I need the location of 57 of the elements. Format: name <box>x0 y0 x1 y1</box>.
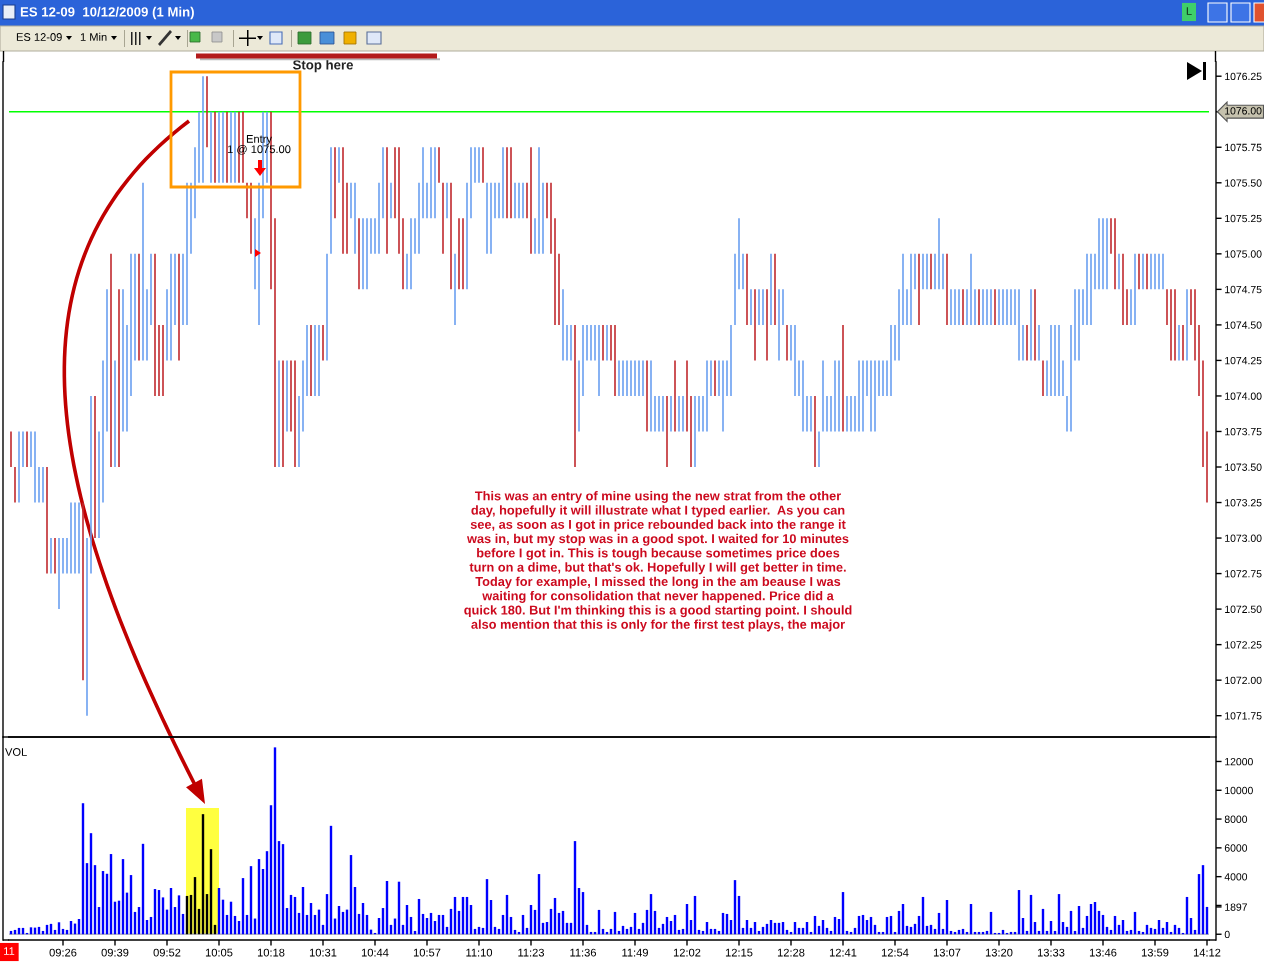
y-tick-label: 1075.25 <box>1225 214 1262 223</box>
y-tick-label: 1076.25 <box>1225 72 1262 81</box>
x-tick-label: 11:10 <box>466 948 493 957</box>
x-tick-label: 12:28 <box>777 948 805 957</box>
x-tick-label: 11:23 <box>518 948 545 957</box>
text: L <box>1186 7 1192 15</box>
y-tick-label: 1075.50 <box>1225 179 1262 187</box>
x-tick-label: 13:59 <box>1141 948 1169 957</box>
y-tick-label: 1072.75 <box>1225 570 1262 578</box>
x-tick-label: 14:12 <box>1193 948 1221 957</box>
x-tick-label: 13:07 <box>933 948 961 957</box>
x-tick-label: 10:05 <box>205 948 233 957</box>
x-tick-label: 13:33 <box>1037 948 1065 957</box>
y-tick-label: 1073.75 <box>1225 427 1262 436</box>
y-tick-label: 1075.75 <box>1225 143 1262 152</box>
y-tick-label: 0 <box>1224 930 1230 939</box>
chart-title: ES 12-09 10/12/2009 (1 Min) <box>20 6 194 20</box>
x-tick-label: 12:15 <box>725 948 753 957</box>
y-tick-label: 1074.50 <box>1225 321 1262 329</box>
y-tick-label: 10000 <box>1225 786 1253 795</box>
text: This was an entry of mine using the new strat from the other day, hopefully it will illustrate what I typed earlier. As you can see, as soon as I got in price rebounded back into the range it was in, but my stop was in a good spot. I waited for 10 minutes before I got in. This is tough because sometimes price does turn on a dime, but that's ok. Hopefully I will get better in time. Today for example, I missed the long in the am beause I was waiting for consolidation that never happened. Price did a quick 180. But I'm thinking this is a good starting point. I should also mention that this is only for the first test plays, the major <box>464 491 852 632</box>
x-tick-label: 13:46 <box>1089 948 1117 957</box>
y-tick-label: 6000 <box>1224 844 1248 852</box>
x-tick-label: 09:52 <box>153 948 181 957</box>
y-tick-label: 1075.00 <box>1225 250 1262 258</box>
y-tick-label: 1074.75 <box>1225 285 1262 294</box>
x-tick-label: 10:18 <box>257 948 285 957</box>
x-tick-label: 09:26 <box>49 948 77 957</box>
x-tick-label: 11:36 <box>570 948 597 957</box>
y-tick-label: 1072.00 <box>1225 676 1262 685</box>
x-tick-label: 10:31 <box>309 948 337 957</box>
x-tick-label: 10:44 <box>361 948 389 957</box>
y-tick-label: 1074.25 <box>1225 356 1262 365</box>
y-tick-label: 1897 <box>1225 903 1247 911</box>
y-tick-label: 1073.50 <box>1225 463 1262 471</box>
x-tick-label: 10:57 <box>413 948 441 957</box>
x-tick-label: 12:41 <box>829 948 857 957</box>
x-tick-label: 12:54 <box>881 948 909 957</box>
y-tick-label: 8000 <box>1224 815 1248 823</box>
y-tick-label: 4000 <box>1224 873 1248 881</box>
y-tick-label: 1072.50 <box>1225 605 1262 613</box>
x-tick-label: 11:49 <box>622 948 648 957</box>
x-tick-label: 09:39 <box>101 948 129 957</box>
y-tick-label: 1072.25 <box>1225 641 1262 649</box>
text: 1 Min <box>80 32 107 41</box>
text: 11 <box>4 947 15 955</box>
ref-line-label: 1076.00 <box>1225 107 1262 115</box>
y-tick-label: 1074.00 <box>1225 392 1262 400</box>
y-tick-label: 1073.00 <box>1225 534 1262 542</box>
annotation: Stop here <box>292 59 353 73</box>
x-tick-label: 13:20 <box>985 948 1013 957</box>
x-tick-label: 12:02 <box>673 948 701 957</box>
y-tick-label: 12000 <box>1225 757 1253 766</box>
text: VOL <box>5 748 27 756</box>
y-tick-label: 1071.75 <box>1225 712 1262 720</box>
text: ES 12-09 <box>16 33 62 41</box>
y-tick-label: 1073.25 <box>1225 499 1262 507</box>
